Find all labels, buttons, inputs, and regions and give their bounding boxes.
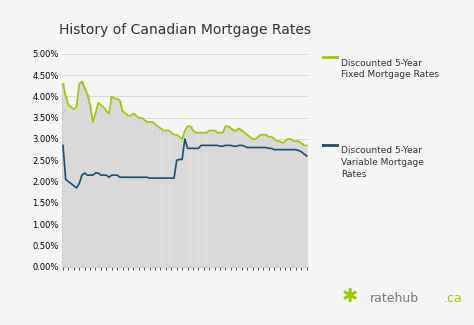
- Bar: [89, 105, 91, 266]
- Bar: [121, 111, 124, 266]
- Bar: [100, 105, 102, 266]
- Bar: [146, 122, 148, 266]
- Bar: [240, 131, 243, 266]
- Bar: [208, 131, 210, 266]
- Bar: [278, 141, 281, 266]
- Bar: [267, 137, 270, 266]
- Bar: [224, 126, 227, 266]
- Bar: [135, 116, 137, 266]
- Bar: [73, 109, 75, 266]
- Bar: [81, 82, 83, 266]
- Bar: [305, 145, 308, 266]
- Bar: [265, 135, 267, 266]
- Bar: [284, 141, 286, 266]
- Bar: [303, 145, 305, 266]
- Bar: [83, 88, 86, 266]
- Bar: [246, 135, 248, 266]
- Bar: [300, 143, 303, 266]
- Bar: [248, 137, 251, 266]
- Bar: [110, 97, 113, 266]
- Bar: [194, 133, 197, 266]
- Bar: [262, 135, 265, 266]
- Bar: [254, 139, 256, 266]
- Bar: [64, 97, 67, 266]
- Bar: [210, 131, 213, 266]
- Bar: [294, 141, 297, 266]
- Bar: [108, 113, 110, 266]
- Bar: [219, 133, 221, 266]
- Bar: [292, 141, 294, 266]
- Bar: [156, 126, 159, 266]
- Bar: [97, 103, 100, 266]
- Bar: [140, 118, 143, 266]
- Bar: [70, 107, 73, 266]
- Bar: [78, 84, 81, 266]
- Bar: [202, 133, 205, 266]
- Bar: [154, 124, 156, 266]
- Bar: [91, 122, 94, 266]
- Bar: [113, 98, 116, 266]
- Bar: [243, 133, 246, 266]
- Bar: [170, 133, 173, 266]
- Bar: [232, 131, 235, 266]
- Bar: [213, 131, 216, 266]
- Bar: [86, 94, 89, 266]
- Bar: [178, 137, 181, 266]
- Bar: [275, 141, 278, 266]
- Text: .ca: .ca: [443, 292, 462, 306]
- Bar: [251, 139, 254, 266]
- Text: ✱: ✱: [341, 287, 358, 305]
- Bar: [221, 133, 224, 266]
- Bar: [270, 137, 273, 266]
- Bar: [197, 133, 200, 266]
- Bar: [281, 143, 284, 266]
- Bar: [148, 122, 151, 266]
- Bar: [94, 113, 97, 266]
- Bar: [289, 139, 292, 266]
- Bar: [132, 113, 135, 266]
- Bar: [273, 139, 275, 266]
- Bar: [227, 126, 229, 266]
- Bar: [164, 131, 167, 266]
- Bar: [102, 107, 105, 266]
- Bar: [205, 133, 208, 266]
- Bar: [143, 120, 146, 266]
- Bar: [159, 128, 162, 266]
- Bar: [127, 116, 129, 266]
- Bar: [181, 139, 183, 266]
- Text: Discounted 5-Year
Variable Mortgage
Rates: Discounted 5-Year Variable Mortgage Rate…: [341, 146, 424, 179]
- Bar: [235, 131, 237, 266]
- Bar: [124, 113, 127, 266]
- Bar: [259, 135, 262, 266]
- Bar: [105, 111, 108, 266]
- Bar: [116, 98, 118, 266]
- Bar: [183, 131, 186, 266]
- Text: Discounted 5-Year
Fixed Mortgage Rates: Discounted 5-Year Fixed Mortgage Rates: [341, 58, 439, 79]
- Bar: [297, 141, 300, 266]
- Bar: [286, 139, 289, 266]
- Bar: [173, 135, 175, 266]
- Bar: [118, 101, 121, 266]
- Bar: [167, 131, 170, 266]
- Bar: [151, 122, 154, 266]
- Bar: [67, 105, 70, 266]
- Bar: [191, 131, 194, 266]
- Bar: [186, 126, 189, 266]
- Text: ratehub: ratehub: [370, 292, 419, 306]
- Bar: [129, 116, 132, 266]
- Text: History of Canadian Mortgage Rates: History of Canadian Mortgage Rates: [59, 23, 311, 37]
- Bar: [162, 131, 164, 266]
- Bar: [237, 128, 240, 266]
- Bar: [75, 107, 78, 266]
- Bar: [189, 126, 191, 266]
- Bar: [216, 133, 219, 266]
- Bar: [62, 84, 64, 266]
- Bar: [229, 128, 232, 266]
- Bar: [256, 137, 259, 266]
- Bar: [137, 118, 140, 266]
- Bar: [175, 135, 178, 266]
- Bar: [200, 133, 202, 266]
